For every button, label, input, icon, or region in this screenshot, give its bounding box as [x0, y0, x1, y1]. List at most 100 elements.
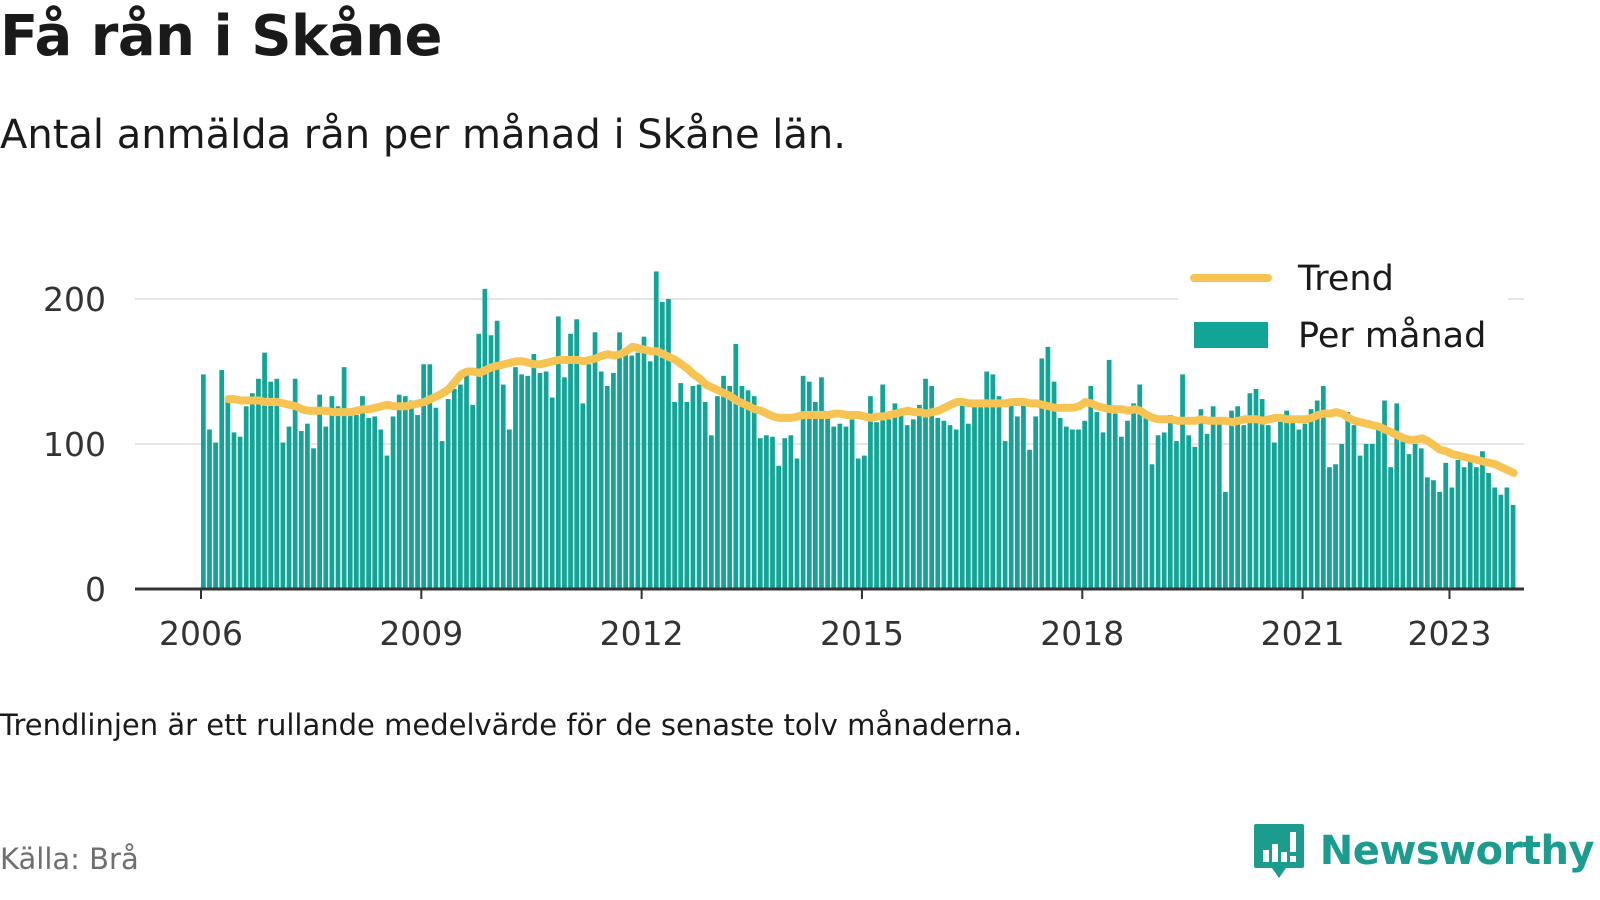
bar	[580, 403, 586, 589]
bar	[1100, 432, 1106, 589]
legend: Trend Per månad	[1178, 258, 1508, 368]
bar	[1112, 413, 1118, 589]
bar	[1302, 423, 1308, 589]
bar	[1223, 491, 1228, 589]
bar	[917, 404, 922, 589]
bar	[1125, 420, 1130, 589]
bar	[292, 378, 298, 589]
bar	[868, 396, 873, 589]
bar	[482, 288, 488, 589]
bar	[1204, 433, 1210, 589]
bar	[1137, 384, 1143, 589]
bar	[770, 436, 775, 589]
bar	[543, 371, 549, 589]
bar	[360, 396, 365, 589]
bar	[274, 378, 280, 589]
bar	[1388, 467, 1393, 589]
bar	[409, 400, 414, 589]
bar	[201, 374, 206, 589]
bar	[237, 436, 243, 589]
bar	[635, 352, 641, 589]
brand-name: Newsworthy	[1319, 828, 1595, 874]
bar	[329, 396, 335, 589]
bar	[623, 354, 628, 589]
bar	[1119, 436, 1124, 589]
bar	[690, 386, 696, 589]
bar	[1070, 429, 1075, 589]
bar	[1461, 467, 1467, 589]
bar	[611, 372, 616, 589]
bar	[439, 441, 445, 589]
y-tick-label: 100	[43, 425, 106, 464]
bar	[372, 416, 378, 589]
bar	[806, 381, 812, 589]
source-label: Källa: Brå	[0, 842, 139, 876]
y-axis-ticks: 0 100 200	[43, 280, 106, 609]
bar	[837, 423, 843, 589]
bar	[1480, 451, 1485, 589]
bar	[225, 399, 231, 589]
bar	[323, 426, 329, 589]
bar	[390, 416, 396, 589]
bar	[1094, 412, 1100, 589]
bar	[402, 396, 408, 589]
bar	[427, 364, 433, 589]
bar	[1320, 386, 1326, 589]
bar	[280, 442, 286, 589]
bar	[458, 384, 463, 589]
bar	[1314, 400, 1320, 589]
bar	[855, 458, 861, 589]
bar	[464, 368, 469, 589]
bar	[1051, 381, 1057, 589]
bar	[366, 417, 371, 589]
chart: 2006 2009 2012 2015 2018 2021 2023 0 100 200 Tre…	[43, 258, 1524, 653]
bar	[984, 371, 990, 589]
bar	[494, 320, 500, 589]
bar	[978, 406, 983, 589]
bar	[213, 442, 218, 589]
bar	[1174, 441, 1179, 589]
bar	[1143, 415, 1149, 589]
y-tick-label: 200	[43, 280, 106, 319]
bar	[843, 426, 849, 589]
bar	[813, 401, 818, 589]
x-tick-label: 2015	[820, 614, 904, 653]
bar	[947, 425, 953, 589]
bar	[1504, 487, 1510, 589]
bar	[1045, 346, 1051, 589]
bar	[592, 332, 598, 589]
bar	[904, 425, 910, 589]
bar	[672, 401, 677, 589]
bar	[819, 377, 824, 589]
bar	[519, 374, 524, 589]
bar	[549, 397, 555, 589]
bar	[219, 370, 225, 589]
x-tick-label: 2021	[1261, 614, 1345, 653]
chart-subtitle: Antal anmälda rån per månad i Skåne län.	[0, 112, 846, 158]
bar	[849, 419, 855, 589]
y-tick-label: 0	[85, 570, 106, 609]
bar	[629, 355, 635, 589]
bar	[1033, 416, 1039, 589]
bar	[861, 455, 867, 589]
chart-note: Trendlinjen är ett rullande medelvärde f…	[0, 708, 1023, 742]
bar	[433, 407, 439, 589]
x-tick-label: 2023	[1407, 614, 1491, 653]
bar	[715, 396, 720, 589]
bar	[1063, 426, 1069, 589]
bar	[1235, 406, 1240, 589]
bar	[1229, 410, 1234, 589]
bar	[335, 406, 341, 589]
bar	[298, 430, 304, 589]
bar	[1149, 464, 1155, 589]
bar	[782, 438, 788, 589]
bar	[445, 399, 451, 589]
bar	[1455, 459, 1461, 589]
bar	[1106, 359, 1112, 589]
bar	[1333, 464, 1338, 589]
bar	[354, 415, 359, 589]
bar	[1192, 446, 1198, 589]
bar	[1290, 417, 1296, 589]
bar	[1406, 454, 1412, 589]
bar	[1473, 467, 1479, 589]
